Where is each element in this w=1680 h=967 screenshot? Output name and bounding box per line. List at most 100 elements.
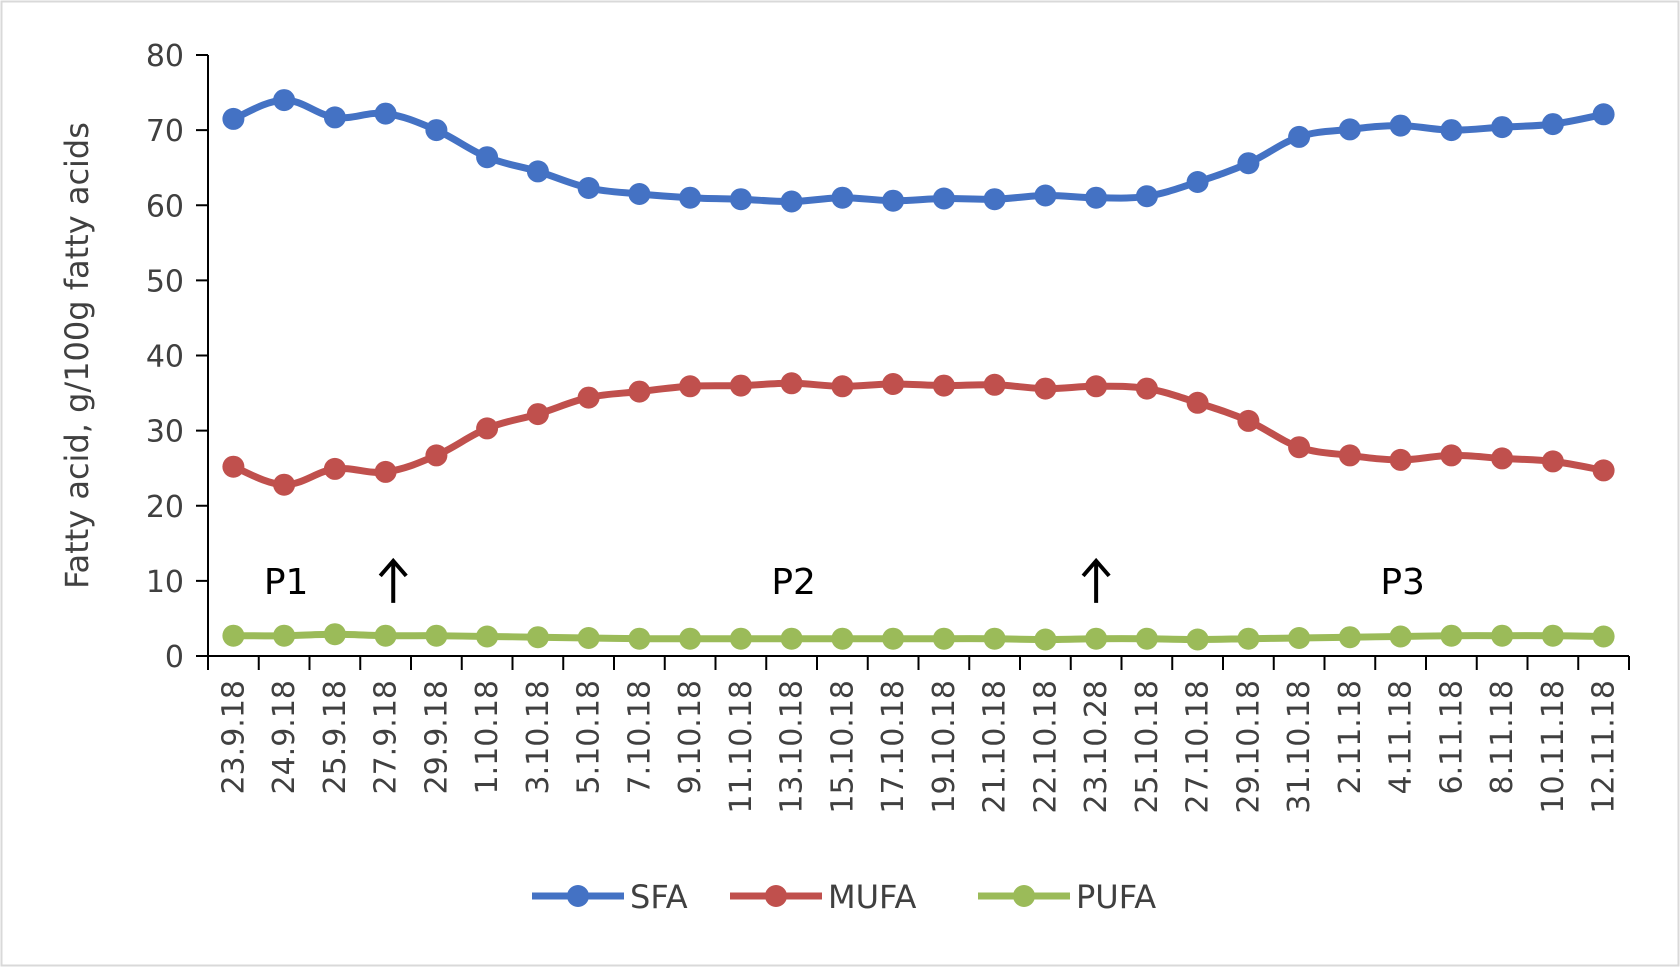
data-point-sfa <box>1592 103 1615 126</box>
data-point-pufa <box>222 624 245 647</box>
data-point-pufa <box>1288 627 1311 649</box>
y-axis-title: Fatty acid, g/100g fatty acids <box>58 122 96 589</box>
x-tick-label: 25.9.18 <box>318 680 353 795</box>
data-point-mufa <box>1592 459 1615 482</box>
data-point-mufa <box>374 460 397 483</box>
period-label: P1 <box>264 562 309 603</box>
data-point-mufa <box>628 380 651 403</box>
x-tick-label: 19.10.18 <box>927 680 962 814</box>
data-point-sfa <box>1186 171 1209 193</box>
data-point-pufa <box>1592 625 1615 648</box>
data-point-sfa <box>1338 118 1361 141</box>
x-tick-label: 9.10.18 <box>673 680 708 795</box>
data-point-sfa <box>831 186 854 209</box>
y-tick-label: 0 <box>165 640 184 675</box>
x-tick-label: 13.10.18 <box>775 680 810 814</box>
data-point-mufa <box>1237 409 1260 432</box>
data-point-mufa <box>831 375 854 398</box>
x-tick-label: 24.9.18 <box>267 680 302 795</box>
data-point-mufa <box>983 373 1006 396</box>
x-tick-label: 5.10.18 <box>572 680 607 795</box>
data-point-pufa <box>1440 624 1463 647</box>
data-point-mufa <box>577 386 600 409</box>
data-point-mufa <box>729 374 752 397</box>
data-point-mufa <box>679 375 702 398</box>
data-point-sfa <box>1237 152 1260 175</box>
data-point-sfa <box>476 146 499 169</box>
series-pufa <box>222 623 1615 651</box>
data-point-sfa <box>323 106 346 129</box>
y-tick-label: 30 <box>146 415 184 450</box>
data-point-mufa <box>476 417 499 440</box>
x-tick-label: 3.10.18 <box>521 680 556 795</box>
data-point-mufa <box>1440 444 1463 467</box>
x-tick-label: 21.10.18 <box>978 680 1013 814</box>
legend-item-mufa: MUFA <box>730 878 917 916</box>
x-tick-label: 11.10.18 <box>724 680 759 814</box>
data-point-sfa <box>1085 186 1108 209</box>
y-tick-label: 70 <box>146 114 184 149</box>
period-annotations: P1 P2 P3 <box>264 557 1425 603</box>
legend-label: PUFA <box>1076 878 1156 916</box>
data-point-pufa <box>932 627 955 650</box>
data-point-mufa <box>1338 444 1361 467</box>
data-point-sfa <box>577 177 600 199</box>
data-point-mufa <box>1085 375 1108 398</box>
x-tick-label: 23.10.28 <box>1079 680 1114 814</box>
data-point-sfa <box>983 188 1006 211</box>
legend: SFA MUFA PUFA <box>532 878 1156 916</box>
data-point-sfa <box>1034 184 1057 207</box>
x-tick-label: 7.10.18 <box>622 680 657 795</box>
data-point-pufa <box>1389 625 1412 648</box>
data-point-pufa <box>425 624 448 647</box>
data-point-pufa <box>1034 628 1057 651</box>
series-line-sfa <box>232 96 1605 206</box>
x-tick-label: 25.10.18 <box>1130 680 1165 814</box>
legend-item-pufa: PUFA <box>978 878 1156 916</box>
data-point-sfa <box>882 189 905 212</box>
data-point-pufa <box>374 624 397 647</box>
data-point-mufa <box>273 473 296 496</box>
x-tick-label: 12.11.18 <box>1587 680 1622 814</box>
data-point-mufa <box>1541 450 1564 473</box>
data-point-sfa <box>1491 116 1514 139</box>
period-label: P3 <box>1380 562 1425 603</box>
x-tick-label: 10.11.18 <box>1536 680 1571 814</box>
y-tick-label: 40 <box>146 340 184 375</box>
data-point-mufa <box>526 403 549 426</box>
data-point-pufa <box>882 627 905 650</box>
y-tick-label: 60 <box>146 189 184 224</box>
x-tick-label: 27.10.18 <box>1181 680 1216 814</box>
data-point-mufa <box>882 373 905 395</box>
data-point-pufa <box>526 626 549 649</box>
x-tick-label: 29.9.18 <box>419 680 454 795</box>
x-tick-label: 29.10.18 <box>1231 680 1266 814</box>
arrow-up-icon <box>1081 557 1111 603</box>
legend-item-sfa: SFA <box>532 878 688 916</box>
x-tick-label: 23.9.18 <box>216 680 251 795</box>
x-tick-label: 8.11.18 <box>1485 680 1520 795</box>
series-lines <box>222 89 1615 651</box>
data-point-mufa <box>1135 377 1158 400</box>
data-point-sfa <box>425 119 448 142</box>
x-tick-label: 15.10.18 <box>825 680 860 814</box>
data-point-pufa <box>1135 627 1158 650</box>
data-point-mufa <box>222 455 245 478</box>
series-mufa <box>222 372 1615 496</box>
data-point-mufa <box>1389 448 1412 471</box>
data-point-sfa <box>1135 185 1158 208</box>
arrow-up-icon <box>378 557 408 603</box>
data-point-sfa <box>374 102 397 125</box>
data-point-mufa <box>425 444 448 467</box>
data-point-mufa <box>1491 447 1514 470</box>
data-point-mufa <box>323 457 346 480</box>
x-tick-label: 6.11.18 <box>1434 680 1469 795</box>
series-sfa <box>222 89 1615 213</box>
legend-label: MUFA <box>828 878 917 916</box>
y-tick-label: 50 <box>146 264 184 299</box>
data-point-sfa <box>729 188 752 211</box>
data-point-sfa <box>526 160 549 183</box>
data-point-pufa <box>729 627 752 650</box>
